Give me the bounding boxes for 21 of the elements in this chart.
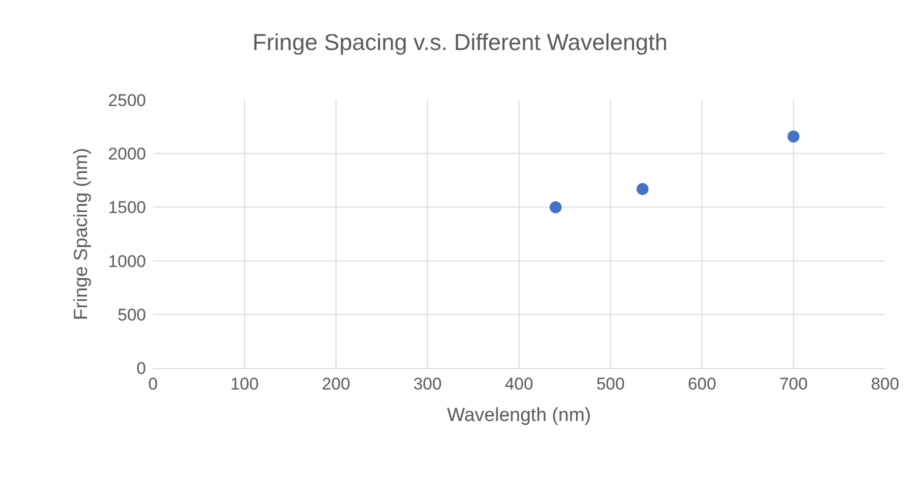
y-axis-title: Fringe Spacing (nm) xyxy=(71,148,92,320)
point xyxy=(550,201,562,214)
x-tick-label: 300 xyxy=(413,374,442,394)
y-tick-label: 2000 xyxy=(108,144,146,164)
chart-title: Fringe Spacing v.s. Different Wavelength xyxy=(252,29,668,56)
x-tick-label: 800 xyxy=(870,374,900,394)
y-tick-label: 1500 xyxy=(108,198,146,218)
x-tick-label: 500 xyxy=(596,374,625,394)
x-tick-label: 700 xyxy=(779,374,808,394)
x-tick-label: 400 xyxy=(504,374,534,394)
x-tick-label: 200 xyxy=(322,374,350,394)
x-tick-label: 600 xyxy=(688,374,716,394)
point xyxy=(788,130,800,142)
y-tick-label: 0 xyxy=(136,358,146,378)
x-axis-title: Wavelength (nm) xyxy=(447,405,591,426)
x-tick-label: 0 xyxy=(148,374,158,394)
x-tick-label: 100 xyxy=(230,374,259,394)
y-tick-label: 1000 xyxy=(108,252,146,271)
y-tick-label: 500 xyxy=(118,305,146,324)
point xyxy=(636,182,649,195)
y-tick-label: 2500 xyxy=(108,90,146,110)
